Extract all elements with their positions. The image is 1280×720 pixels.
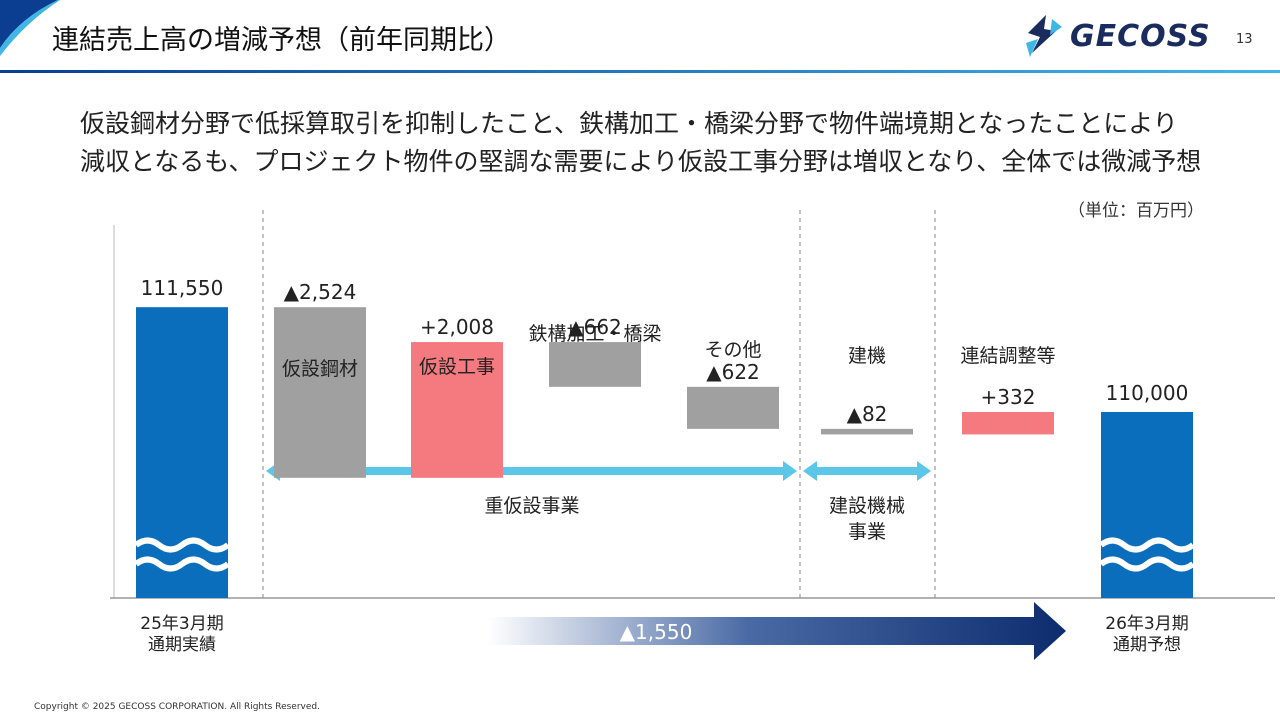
step-bar-5 <box>821 428 913 435</box>
end-total-axis-label-2: 通期予想 <box>1113 635 1181 655</box>
corner-accent-decoration <box>0 0 60 56</box>
start-total-axis-break-2 <box>134 556 230 572</box>
start-total-axis-break-1 <box>134 537 230 553</box>
logo-text: GECOSS <box>1070 18 1211 54</box>
step-bar-2 <box>411 342 503 478</box>
segment-bracket-arrow-2 <box>803 461 931 481</box>
step-bar-3 <box>549 342 641 387</box>
end-total-axis-break-1 <box>1099 537 1195 553</box>
step-bar-1 <box>274 307 366 478</box>
step-category-label-5: 建機 <box>848 345 886 367</box>
copyright-notice: Copyright © 2025 GECOSS CORPORATION. All… <box>34 702 320 712</box>
end-total-value-label: 110,000 <box>1106 381 1189 405</box>
total-change-label: ▲1,550 <box>620 620 693 644</box>
step-value-label-6: +332 <box>981 385 1036 409</box>
start-total-axis-label-2: 通期実績 <box>148 635 216 655</box>
step-category-label-4: その他 <box>704 339 761 361</box>
headline-line-1: 仮設鋼材分野で低採算取引を抑制したこと、鉄構加工・橋梁分野で物件端境期となったこ… <box>80 109 1178 138</box>
total-change-arrow <box>488 602 1066 660</box>
step-category-label-1: 仮設鋼材 <box>282 358 358 380</box>
gecoss-logo: GECOSS <box>1022 10 1212 62</box>
step-value-label-4: ▲622 <box>706 360 760 384</box>
step-value-label-3: ▲662 <box>568 315 622 339</box>
logo-mark-icon <box>1026 15 1062 57</box>
step-category-label-3: 鉄構加工・橋梁 <box>528 323 661 345</box>
segment-label-1: 重仮設事業 <box>484 495 579 517</box>
slide-title: 連結売上高の増減予想（前年同期比） <box>52 25 511 56</box>
page-number: 13 <box>1236 32 1253 47</box>
headline-line-2: 減収となるも、プロジェクト物件の堅調な需要により仮設工事分野は増収となり、全体で… <box>80 147 1202 176</box>
start-total-value-label: 111,550 <box>141 276 224 300</box>
step-value-label-5: ▲82 <box>847 402 888 426</box>
step-value-label-1: ▲2,524 <box>284 280 357 304</box>
step-category-label-6: 連結調整等 <box>960 345 1055 367</box>
step-value-label-2: +2,008 <box>420 315 494 339</box>
step-bar-4 <box>687 386 779 429</box>
segment-bracket-arrow-1 <box>266 461 797 481</box>
unit-label: （単位：百万円） <box>1068 201 1204 221</box>
start-total-axis-label-1: 25年3月期 <box>140 614 223 634</box>
step-bar-6 <box>962 411 1054 435</box>
segment-label-2: 事業 <box>848 521 886 543</box>
end-total-axis-break-2 <box>1099 556 1195 572</box>
start-total-bar <box>136 307 228 598</box>
segment-label-2: 建設機械 <box>829 495 905 517</box>
step-category-label-2: 仮設工事 <box>419 356 495 378</box>
title-underline <box>0 70 1280 73</box>
end-total-axis-label-1: 26年3月期 <box>1105 614 1188 634</box>
